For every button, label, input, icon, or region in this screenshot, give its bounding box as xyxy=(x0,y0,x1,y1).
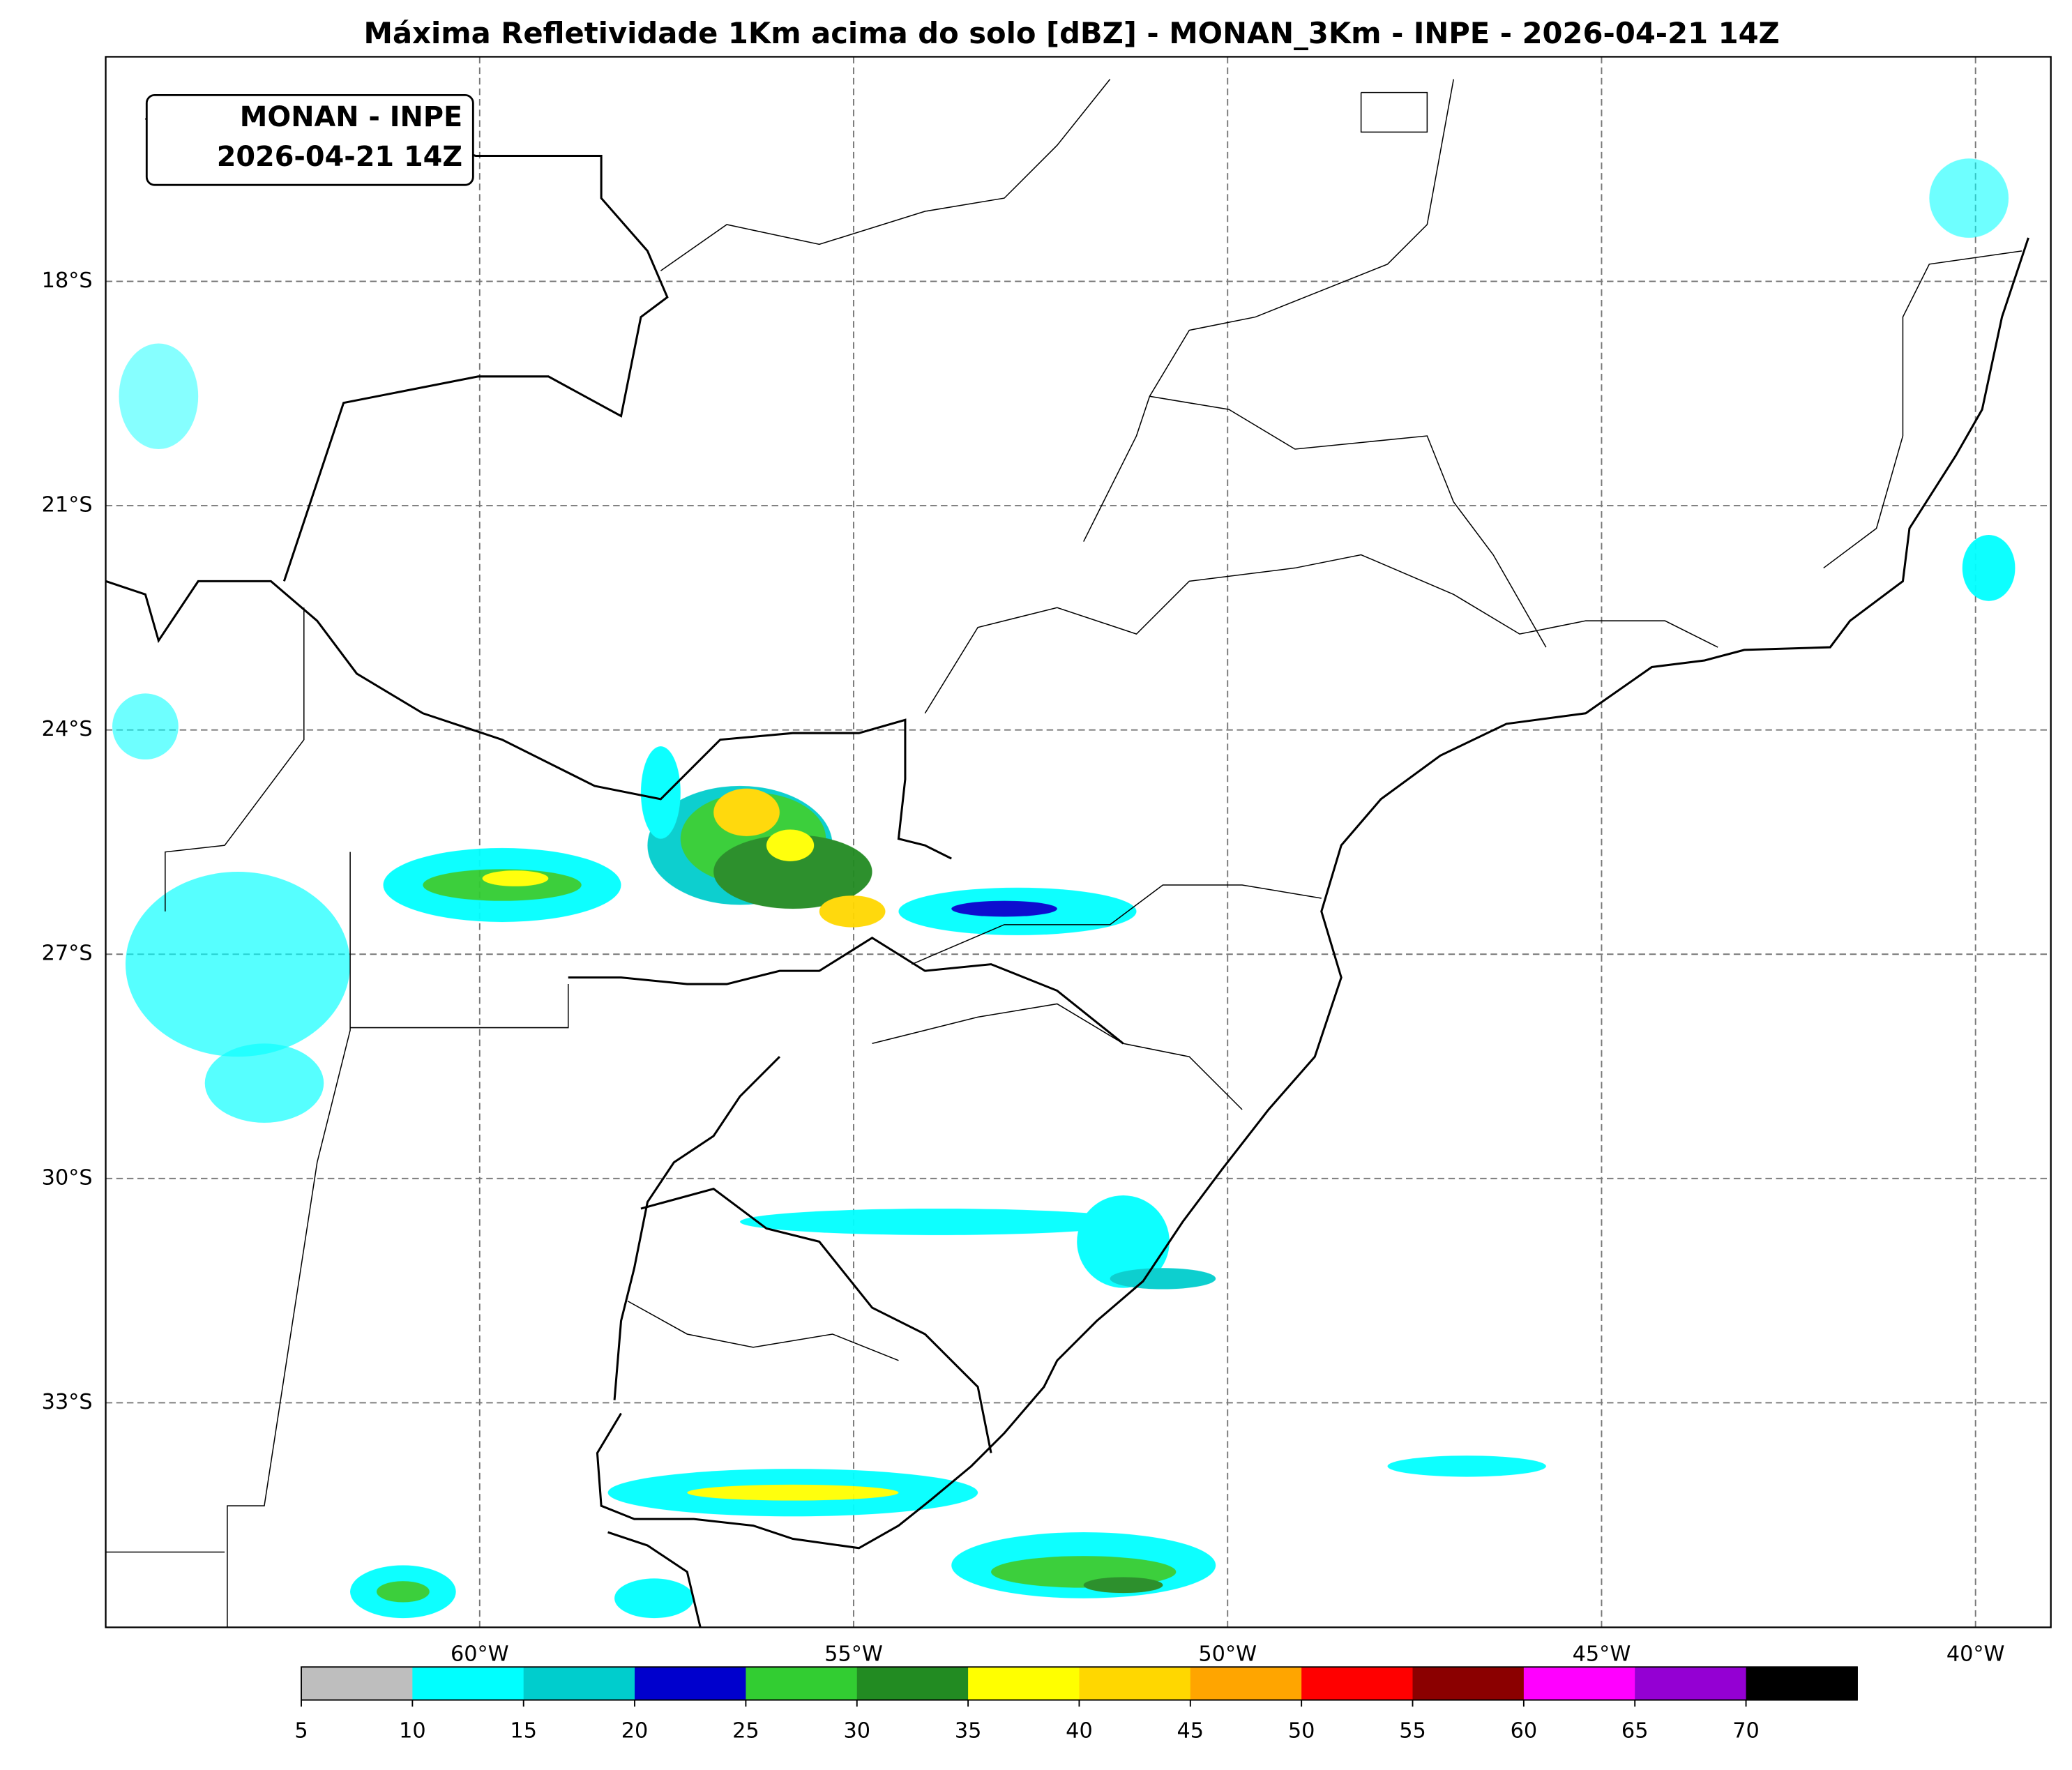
state-border xyxy=(165,607,305,912)
colorbar-segment xyxy=(1079,1667,1191,1700)
national-border xyxy=(568,936,1124,1045)
colorbar-tick-label: 35 xyxy=(955,1719,982,1743)
colorbar-segment xyxy=(301,1667,414,1700)
lat-label: 21°S xyxy=(42,493,93,517)
colorbar-segment xyxy=(968,1667,1080,1700)
state-border xyxy=(350,984,569,1029)
colorbar-tick-label: 70 xyxy=(1732,1719,1760,1743)
map-background xyxy=(105,56,2051,1628)
title: Máxima Refletividade 1Km acima do solo [… xyxy=(364,16,1780,50)
lon-label: 40°W xyxy=(1946,1642,2005,1667)
colorbar-tick-label: 45 xyxy=(1177,1719,1204,1743)
colorbar-tick-label: 20 xyxy=(621,1719,649,1743)
state-border xyxy=(912,884,1322,965)
state-border xyxy=(227,852,351,1628)
annotation-box xyxy=(145,93,474,186)
colorbar-tick-label: 40 xyxy=(1066,1719,1093,1743)
colorbar-tick-label: 55 xyxy=(1399,1719,1426,1743)
colorbar-segment xyxy=(412,1667,524,1700)
colorbar-tick-label: 50 xyxy=(1288,1719,1315,1743)
state-border xyxy=(627,1300,899,1361)
lat-label: 18°S xyxy=(42,268,93,293)
colorbar-segment xyxy=(1523,1667,1636,1700)
coastline-south xyxy=(607,1531,702,1628)
colorbar-tick-label: 15 xyxy=(510,1719,537,1743)
annotation-line: 2026-04-21 14Z xyxy=(217,141,462,173)
colorbar-segment xyxy=(746,1667,858,1700)
colorbar-tick-label: 25 xyxy=(732,1719,759,1743)
national-border xyxy=(613,1056,780,1400)
colorbar-segment xyxy=(523,1667,636,1700)
colorbar-tick-label: 10 xyxy=(399,1719,426,1743)
state-border xyxy=(1823,250,2022,569)
state-border xyxy=(1149,395,1547,648)
state-border xyxy=(872,1003,1243,1110)
colorbar-segment xyxy=(1190,1667,1303,1700)
lat-label: 30°S xyxy=(42,1165,93,1190)
coastline xyxy=(596,237,2029,1550)
annotation-line: MONAN - INPE xyxy=(240,101,462,133)
colorbar-tick-label: 5 xyxy=(294,1719,308,1743)
map-area xyxy=(105,56,2052,1628)
reflectivity xyxy=(112,158,2016,1619)
state-border xyxy=(1083,79,1454,542)
colorbar-tick-label: 60 xyxy=(1511,1719,1538,1743)
lon-label: 60°W xyxy=(451,1642,509,1667)
lon-label: 45°W xyxy=(1573,1642,1631,1667)
colorbar-segment xyxy=(635,1667,747,1700)
colorbar-segment xyxy=(1746,1667,1858,1700)
colorbar-segment xyxy=(1412,1667,1525,1700)
lat-label: 33°S xyxy=(42,1390,93,1414)
national-border xyxy=(105,580,952,860)
state-border xyxy=(924,554,1718,714)
lat-label: 27°S xyxy=(42,941,93,966)
colorbar: 5 10 15 20 25 30 35 40 45 50 55 60 65 70 xyxy=(294,1666,1858,1743)
graticule xyxy=(105,56,2051,1628)
colorbar-segment xyxy=(1635,1667,1747,1700)
state-border xyxy=(1360,91,1428,133)
state-border xyxy=(660,79,1111,271)
colorbar-tick-label: 65 xyxy=(1621,1719,1649,1743)
lat-label: 24°S xyxy=(42,717,93,741)
colorbar-segment xyxy=(1301,1667,1414,1700)
lon-label: 55°W xyxy=(824,1642,883,1667)
lon-label: 50°W xyxy=(1198,1642,1257,1667)
colorbar-tick-label: 30 xyxy=(843,1719,870,1743)
colorbar-segment xyxy=(856,1667,969,1700)
map-frame xyxy=(105,56,2052,1628)
national-border xyxy=(640,1187,992,1453)
